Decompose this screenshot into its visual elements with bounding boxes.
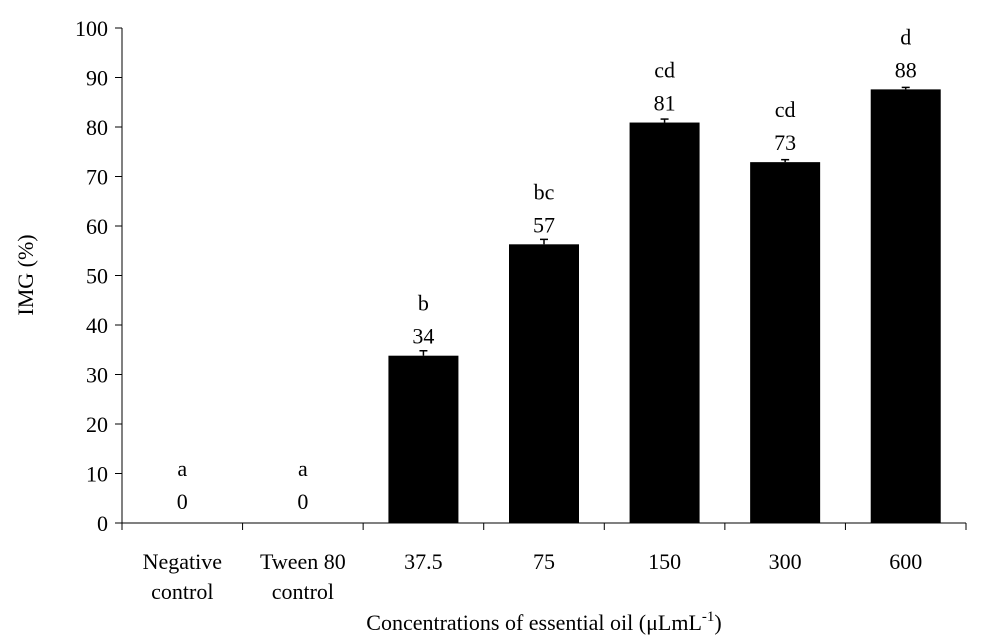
bars <box>388 86 941 524</box>
x-tick-label: control <box>151 579 213 604</box>
data-label: 57 <box>533 212 555 237</box>
significance-letter: a <box>177 456 187 481</box>
y-tick-label: 50 <box>86 264 108 289</box>
data-label: 0 <box>297 489 308 514</box>
x-tick-label: 600 <box>889 549 922 574</box>
bar <box>870 89 941 523</box>
significance-letter: a <box>298 456 308 481</box>
significance-letter: d <box>900 24 911 49</box>
bar <box>750 162 821 523</box>
significance-letter: cd <box>775 97 796 122</box>
x-tick-label: control <box>272 579 334 604</box>
significance-letter: b <box>418 291 429 316</box>
bar <box>509 244 579 523</box>
data-label: 88 <box>895 57 917 82</box>
significance-letter: bc <box>534 179 555 204</box>
y-tick-label: 80 <box>86 115 108 140</box>
x-tick-label: 300 <box>769 549 802 574</box>
y-tick-label: 10 <box>86 462 108 487</box>
y-tick-label: 30 <box>86 363 108 388</box>
y-tick-label: 60 <box>86 214 108 239</box>
y-tick-label: 70 <box>86 165 108 190</box>
x-tick-label: Tween 80 <box>260 549 346 574</box>
bar <box>388 355 459 523</box>
y-tick-label: 0 <box>97 511 108 536</box>
y-tick-label: 100 <box>75 16 108 41</box>
significance-letter: cd <box>654 58 675 83</box>
bar <box>629 122 700 524</box>
y-axis: 0 10 20 30 40 50 60 70 80 90 100 <box>75 16 123 536</box>
x-tick-label: 75 <box>533 549 555 574</box>
x-tick-label: Negative <box>143 549 222 574</box>
data-label: 0 <box>177 489 188 514</box>
data-label: 34 <box>412 324 434 349</box>
data-label: 73 <box>774 130 796 155</box>
data-label: 81 <box>654 91 676 116</box>
y-tick-label: 20 <box>86 412 108 437</box>
x-tick-label: 150 <box>648 549 681 574</box>
y-tick-label: 40 <box>86 313 108 338</box>
y-tick-label: 90 <box>86 66 108 91</box>
x-axis-title: Concentrations of essential oil (μLmL-1) <box>366 609 721 635</box>
x-axis: Negative control Tween 80 control 37.5 75 150 3… <box>121 522 967 604</box>
x-tick-label: 37.5 <box>404 549 443 574</box>
bar-labels: 0 a 0 a 34 b 57 bc 81 cd 73 cd 88 d <box>177 24 917 514</box>
y-axis-title: IMG (%) <box>13 234 38 315</box>
